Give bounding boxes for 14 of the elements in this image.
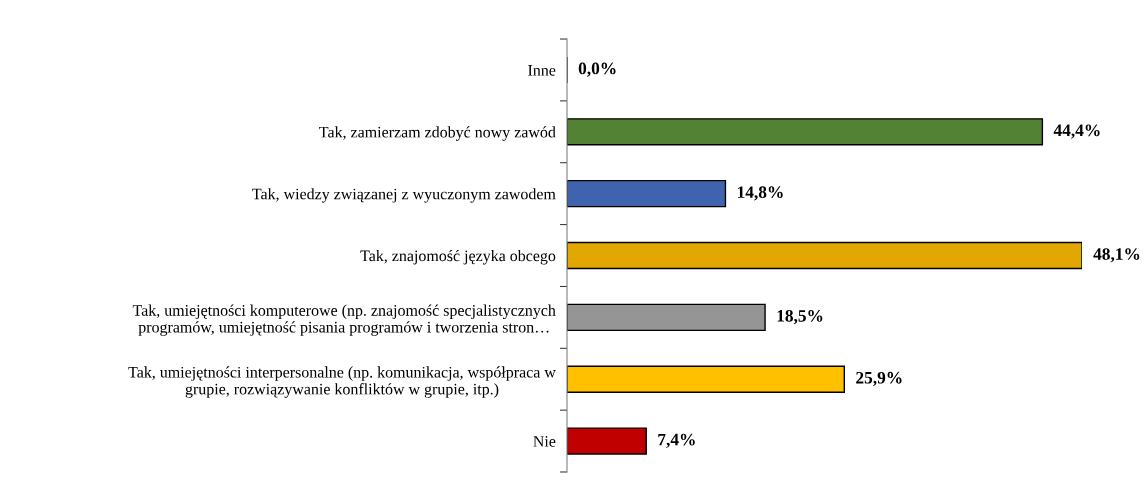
data-label: 7,4% (658, 433, 695, 448)
data-label: 14,8% (737, 186, 783, 201)
y-tick-label: Tak, znajomość języka obcego (360, 249, 556, 265)
data-label: 44,4% (1053, 124, 1100, 139)
data-label: 0,0% (578, 62, 616, 77)
data-label: 18,5% (777, 310, 823, 325)
y-tick-label: Tak, zamierzam zdobyć nowy zawód (319, 126, 556, 141)
y-tick-label: Inne (528, 65, 556, 76)
y-tick-label: Nie (533, 436, 556, 447)
data-label: 25,9% (856, 371, 902, 387)
data-label: 48,1% (1093, 248, 1140, 263)
y-tick-label: Tak, wiedzy związanej z wyuczonym zawodem (252, 188, 556, 203)
y-tick-label: Tak, umiejętności interpersonalne (np. komunikacja, współpraca w grupie, rozwiązywanie konfliktów w grupie, itp.) (128, 366, 556, 398)
y-tick-label: Tak, umiejętności komputerowe (np. znajomość specjalistycznych programów, umiejętność pisania programów i tworzenia stron… (132, 304, 556, 336)
